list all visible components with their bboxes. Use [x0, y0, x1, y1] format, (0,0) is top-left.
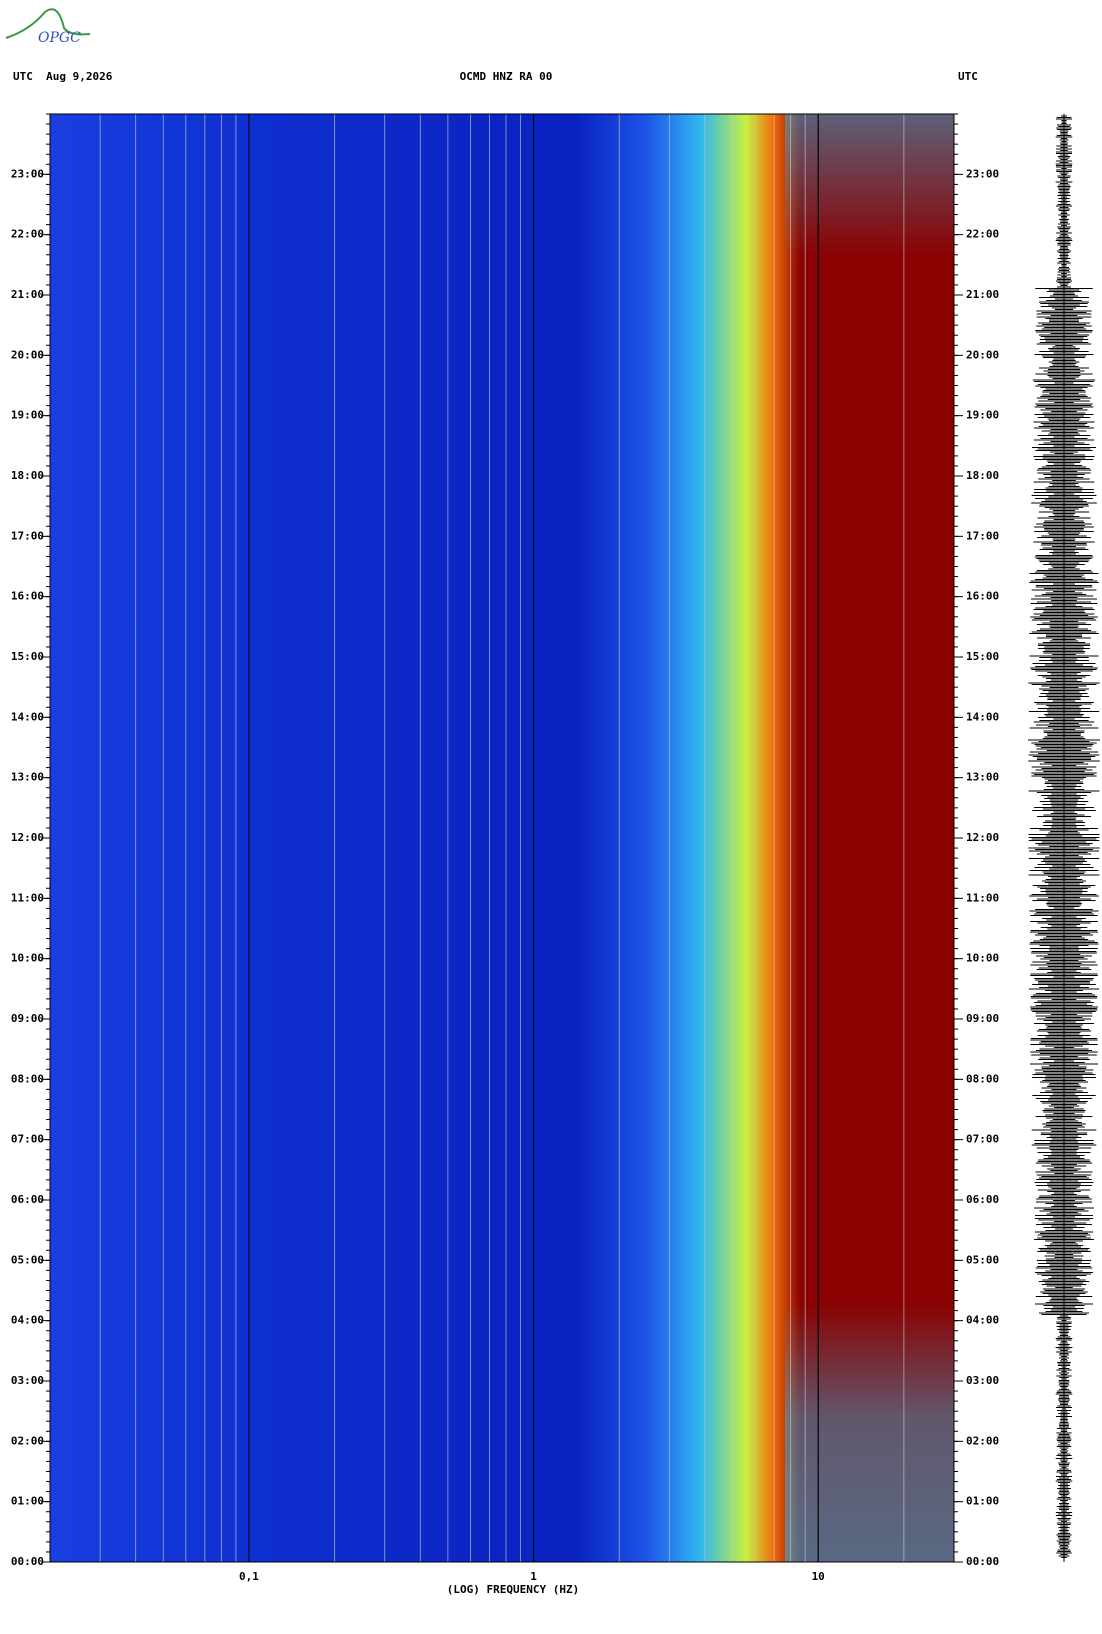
spectrogram-overlay [785, 114, 954, 1562]
y-tick-label: 18:00 [966, 469, 999, 482]
plot-frame [49, 113, 955, 1563]
y-tick-label: 00:00 [11, 1555, 44, 1568]
y-tick-label: 18:00 [11, 469, 44, 482]
y-tick-label: 01:00 [11, 1495, 44, 1508]
y-tick-label: 03:00 [11, 1374, 44, 1387]
y-tick-label: 07:00 [966, 1133, 999, 1146]
logo: OPGC [38, 30, 81, 46]
y-tick-label: 16:00 [966, 590, 999, 603]
y-tick-label: 21:00 [11, 288, 44, 301]
y-tick-label: 11:00 [11, 891, 44, 904]
logo-mark [5, 8, 91, 39]
y-tick-label: 06:00 [11, 1193, 44, 1206]
y-tick-label: 20:00 [11, 348, 44, 361]
y-tick-label: 06:00 [966, 1193, 999, 1206]
seismogram [1028, 114, 1100, 1562]
y-tick-label: 09:00 [966, 1012, 999, 1025]
y-tick-label: 12:00 [11, 831, 44, 844]
y-tick-label: 22:00 [966, 228, 999, 241]
y-tick-label: 04:00 [11, 1314, 44, 1327]
y-tick-label: 00:00 [966, 1555, 999, 1568]
chart-title: OCMD HNZ RA 00 [460, 70, 553, 83]
y-tick-label: 12:00 [966, 831, 999, 844]
y-tick-label: 03:00 [966, 1374, 999, 1387]
y-tick-label: 14:00 [966, 710, 999, 723]
y-tick-label: 14:00 [11, 710, 44, 723]
y-tick-label: 09:00 [11, 1012, 44, 1025]
date-label: UTC Aug 9,2026 [13, 70, 113, 83]
x-tick-label: 10 [812, 1570, 825, 1583]
y-tick-label: 08:00 [966, 1072, 999, 1085]
x-axis-label: (LOG) FREQUENCY (HZ) [447, 1583, 579, 1596]
y-tick-label: 05:00 [966, 1253, 999, 1266]
y-tick-label: 19:00 [11, 409, 44, 422]
y-tick-label: 08:00 [11, 1072, 44, 1085]
y-tick-label: 07:00 [11, 1133, 44, 1146]
right-label: UTC [958, 70, 978, 83]
y-tick-label: 23:00 [966, 167, 999, 180]
y-tick-label: 17:00 [11, 529, 44, 542]
x-tick-label: 1 [530, 1570, 537, 1583]
y-tick-label: 04:00 [966, 1314, 999, 1327]
y-tick-label: 05:00 [11, 1253, 44, 1266]
y-tick-label: 16:00 [11, 590, 44, 603]
y-tick-label: 15:00 [966, 650, 999, 663]
y-tick-label: 02:00 [11, 1434, 44, 1447]
y-tick-label: 22:00 [11, 228, 44, 241]
y-tick-label: 10:00 [966, 952, 999, 965]
y-tick-label: 02:00 [966, 1434, 999, 1447]
y-tick-label: 13:00 [11, 771, 44, 784]
y-tick-label: 11:00 [966, 891, 999, 904]
y-tick-label: 21:00 [966, 288, 999, 301]
y-tick-label: 13:00 [966, 771, 999, 784]
y-tick-label: 10:00 [11, 952, 44, 965]
y-tick-label: 23:00 [11, 167, 44, 180]
y-tick-label: 01:00 [966, 1495, 999, 1508]
y-tick-label: 17:00 [966, 529, 999, 542]
y-tick-label: 20:00 [966, 348, 999, 361]
y-tick-label: 19:00 [966, 409, 999, 422]
y-tick-label: 15:00 [11, 650, 44, 663]
x-tick-label: 0,1 [239, 1570, 259, 1583]
